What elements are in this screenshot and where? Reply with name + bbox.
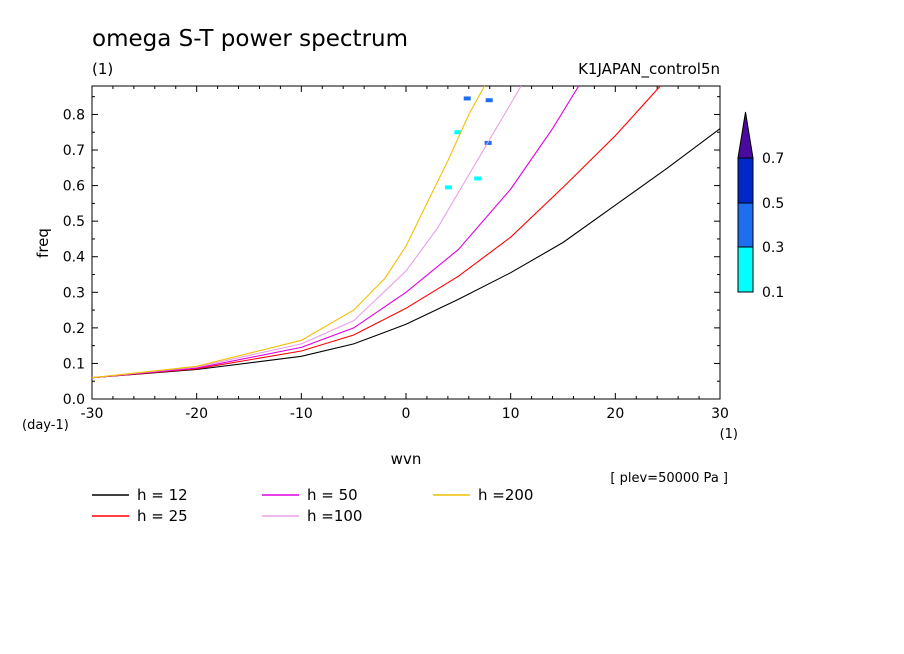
contour-patch <box>444 185 452 190</box>
x-tick-label: 30 <box>711 406 729 422</box>
y-tick-label: 0.5 <box>63 214 85 230</box>
legend-label: h = 12 <box>137 486 188 504</box>
y-tick-label: 0.0 <box>63 392 85 408</box>
y-tick-label: 0.6 <box>63 179 85 195</box>
x-tick-label: 0 <box>402 406 411 422</box>
series-line-0 <box>91 128 721 379</box>
x-tick-label: -20 <box>185 406 208 422</box>
x-axis-label: wvn <box>391 450 422 468</box>
y-tick-label: 0.4 <box>63 250 85 266</box>
legend-label: h =200 <box>478 486 533 504</box>
contour-patch <box>454 130 462 135</box>
y-tick-labels: 0.0 0.1 0.2 0.3 0.4 0.5 0.6 0.7 0.8 <box>63 107 85 408</box>
contour-patch <box>463 96 471 101</box>
series-line-1 <box>91 85 661 379</box>
x-tick-label: -10 <box>290 406 313 422</box>
x-unit: (1) <box>720 427 738 442</box>
colorbar-label: 0.7 <box>762 151 784 167</box>
level-note: [ plev=50000 Pa ] <box>610 471 728 486</box>
title-unit: (1) <box>92 60 113 78</box>
x-tick-labels: -30 -20 -10 0 10 20 30 <box>81 406 729 422</box>
colorbar-label: 0.1 <box>762 285 784 301</box>
legend-label: h = 50 <box>307 486 358 504</box>
y-tick-label: 0.8 <box>63 107 85 123</box>
legend-label: h =100 <box>307 507 362 525</box>
colorbar-box <box>737 246 754 293</box>
series-lines <box>91 85 721 379</box>
contour-patch <box>474 176 482 181</box>
colorbar-triangle <box>737 111 754 159</box>
colorbar-box <box>737 157 754 204</box>
colorbar-label: 0.5 <box>762 196 784 212</box>
minor-ticks <box>91 86 721 400</box>
x-tick-label: 20 <box>606 406 624 422</box>
y-tick-label: 0.1 <box>63 356 85 372</box>
x-tick-label: -30 <box>81 406 104 422</box>
legend: h = 12 h = 25 h = 50 h =100 h =200 <box>92 486 533 525</box>
colorbar-box <box>737 202 754 248</box>
chart-title: omega S-T power spectrum <box>92 26 408 52</box>
x-tick-label: 10 <box>502 406 520 422</box>
y-tick-label: 0.3 <box>63 285 85 301</box>
contour-patch <box>485 98 493 103</box>
y-tick-label: 0.2 <box>63 321 85 337</box>
run-name: K1JAPAN_control5n <box>578 60 720 79</box>
series-line-2 <box>91 85 580 379</box>
y-tick-label: 0.7 <box>63 143 85 159</box>
series-line-4 <box>91 85 485 379</box>
series-line-3 <box>91 85 522 379</box>
colorbar: 0.1 0.3 0.5 0.7 <box>737 111 784 301</box>
y-axis-label: freq <box>34 228 52 258</box>
colorbar-label: 0.3 <box>762 240 784 256</box>
y-unit: (day-1) <box>22 418 69 433</box>
legend-label: h = 25 <box>137 507 188 525</box>
plot-frame <box>91 85 721 400</box>
